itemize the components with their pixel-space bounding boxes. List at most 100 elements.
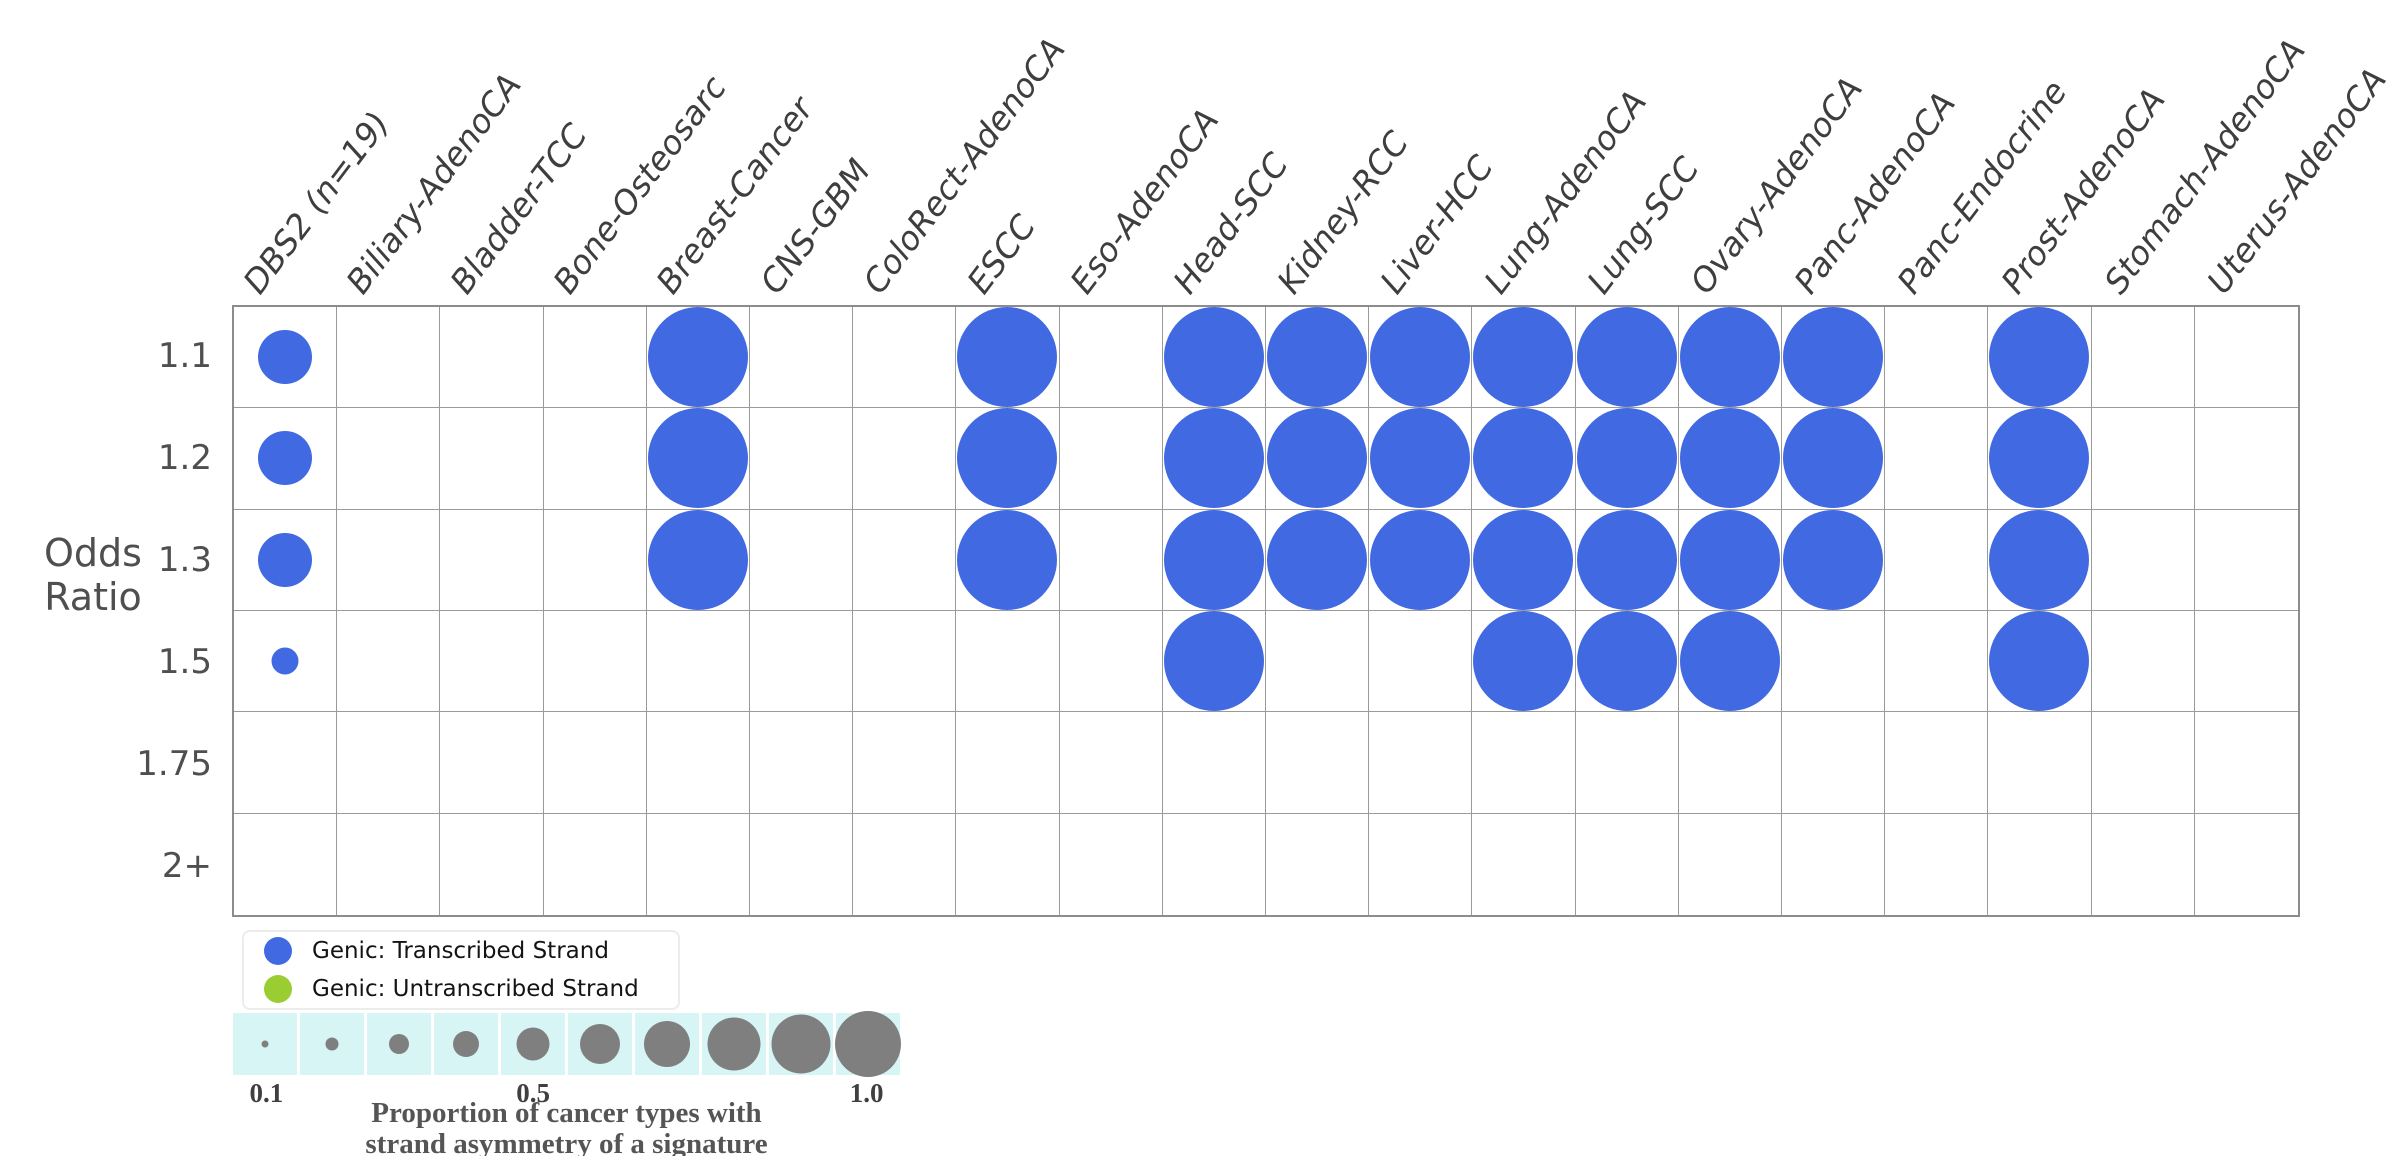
cell-2-lung-scc	[1576, 813, 1679, 915]
cell-1-5-kidney-rcc	[1265, 611, 1370, 713]
cell-1-1-kidney-rcc	[1265, 307, 1370, 409]
cell-1-2-head-scc	[1162, 408, 1266, 510]
size-legend-circle-0.4	[453, 1031, 479, 1057]
cell-1-2-breast-cancer	[646, 408, 750, 510]
size-legend-caption: Proportion of cancer types with strand a…	[233, 1097, 900, 1156]
cell-1-3-lung-scc	[1575, 509, 1679, 611]
cell-1-2-colorect-adenoca	[853, 408, 957, 510]
cell-1-1-head-scc	[1162, 307, 1266, 409]
legend-item-label: Genic: Transcribed Strand	[312, 937, 609, 964]
bubble-1-2-prost-adenoca	[1989, 408, 2090, 509]
cell-2-bladder-tcc	[440, 813, 544, 915]
cell-1-75-head-scc	[1162, 712, 1266, 814]
cell-1-1-lung-adenoca	[1472, 307, 1576, 409]
bubble-1-3-prost-adenoca	[1989, 509, 2090, 610]
cell-1-2-bladder-tcc	[440, 408, 544, 510]
bubble-1-2-liver-hcc	[1370, 408, 1471, 509]
bubble-1-2-head-scc	[1163, 408, 1264, 509]
cell-1-75-bladder-tcc	[440, 712, 544, 814]
cell-1-75-bone-osteosarc	[543, 712, 647, 814]
cell-1-2-cns-gbm	[749, 408, 854, 510]
cell-1-5-eso-adenoca	[1059, 611, 1163, 713]
size-legend-cell-0.4	[434, 1013, 498, 1075]
cell-1-1-panc-endocrine	[1885, 307, 1989, 409]
size-legend-circle-0.3	[389, 1034, 409, 1054]
cell-1-3-bone-osteosarc	[543, 509, 647, 611]
cell-2-escc	[956, 813, 1060, 915]
cell-1-2-ovary-adenoca	[1678, 408, 1782, 510]
bubble-1-2-ovary-adenoca	[1679, 408, 1780, 509]
size-legend-tick-0-5: 0.5	[516, 1078, 551, 1108]
cell-1-1-cns-gbm	[749, 307, 854, 409]
cell-1-2-prost-adenoca	[1988, 408, 2092, 510]
cell-1-3-uterus-adenoca	[2194, 510, 2298, 611]
size-legend-caption-line2: strand asymmetry of a signature	[365, 1128, 768, 1156]
bubble-1-2-breast-cancer	[647, 408, 748, 509]
size-legend-circle-0.9	[771, 1014, 831, 1074]
bubble-1-3-escc	[957, 509, 1058, 610]
cell-2-colorect-adenoca	[853, 813, 957, 915]
cell-1-2-panc-endocrine	[1885, 408, 1989, 510]
cell-1-75-prost-adenoca	[1988, 712, 2092, 814]
cell-2-cns-gbm	[750, 813, 854, 915]
cell-2-kidney-rcc	[1266, 813, 1370, 915]
cell-1-5-escc	[956, 611, 1060, 713]
size-legend-cell-0.6	[568, 1013, 632, 1075]
legend-item-genic-transcribed-strand: Genic: Transcribed Strand	[264, 937, 678, 966]
untranscribed-strand-circle-icon	[264, 975, 292, 1003]
cell-1-5-breast-cancer	[646, 611, 750, 713]
cell-1-2-uterus-adenoca	[2194, 408, 2298, 510]
cell-1-3-stomach-adenoca	[2091, 509, 2195, 611]
column-header-escc: ESCC	[958, 207, 1043, 301]
cell-1-75-eso-adenoca	[1059, 712, 1163, 814]
cell-1-5-liver-hcc	[1369, 611, 1473, 713]
size-legend-cell-0.1	[233, 1013, 297, 1075]
bubble-1-5-lung-scc	[1576, 611, 1677, 712]
cell-1-3-dbs2-n-19	[234, 509, 338, 611]
cell-2-head-scc	[1163, 813, 1266, 915]
bubble-1-1-panc-adenoca	[1783, 307, 1884, 408]
cell-1-3-panc-adenoca	[1781, 509, 1886, 611]
bubble-1-3-panc-adenoca	[1783, 509, 1884, 610]
cell-1-5-lung-adenoca	[1472, 611, 1576, 713]
cell-2-ovary-adenoca	[1679, 813, 1782, 915]
cell-1-3-biliary-adenoca	[337, 509, 441, 611]
cell-1-3-breast-cancer	[646, 509, 750, 611]
row-label-1-5: 1.5	[157, 642, 212, 682]
bubble-1-3-head-scc	[1163, 509, 1264, 610]
size-legend-circle-0.6	[580, 1024, 620, 1064]
size-legend-tick-0-1: 0.1	[249, 1078, 284, 1108]
cell-1-1-biliary-adenoca	[337, 307, 441, 409]
cell-1-5-ovary-adenoca	[1678, 611, 1782, 713]
cell-1-75-biliary-adenoca	[337, 712, 441, 814]
bubble-1-1-lung-adenoca	[1473, 307, 1574, 408]
bubble-1-3-kidney-rcc	[1267, 509, 1368, 610]
cell-1-5-prost-adenoca	[1988, 611, 2092, 713]
bubble-1-3-liver-hcc	[1370, 509, 1471, 610]
bubble-1-3-breast-cancer	[647, 509, 748, 610]
cell-1-3-ovary-adenoca	[1678, 509, 1782, 611]
bubble-1-1-lung-scc	[1576, 307, 1677, 408]
column-header-stomach-adenoca: Stomach-AdenoCA	[2096, 31, 2313, 301]
cell-2-panc-endocrine	[1885, 813, 1989, 915]
bubble-1-5-prost-adenoca	[1989, 611, 2090, 712]
cell-1-5-uterus-adenoca	[2194, 611, 2298, 713]
cell-1-75-stomach-adenoca	[2091, 712, 2195, 814]
y-axis-title-line1: Odds	[44, 531, 142, 575]
bubble-1-2-kidney-rcc	[1267, 408, 1368, 509]
cell-1-3-bladder-tcc	[440, 509, 544, 611]
cell-1-1-bladder-tcc	[440, 307, 544, 409]
size-legend-cell-0.7	[635, 1013, 699, 1075]
size-legend-circle-0.8	[707, 1017, 761, 1071]
cell-1-5-bone-osteosarc	[543, 611, 647, 713]
size-legend-cell-1	[835, 1011, 901, 1077]
bubble-1-1-kidney-rcc	[1267, 307, 1368, 408]
bubble-1-2-lung-scc	[1576, 408, 1677, 509]
cell-2-breast-cancer	[647, 813, 750, 915]
bubble-1-1-liver-hcc	[1370, 307, 1471, 408]
cell-1-2-kidney-rcc	[1265, 408, 1370, 510]
cell-1-3-escc	[956, 509, 1060, 611]
cell-1-5-panc-adenoca	[1781, 611, 1886, 713]
cell-1-75-lung-scc	[1575, 712, 1679, 814]
